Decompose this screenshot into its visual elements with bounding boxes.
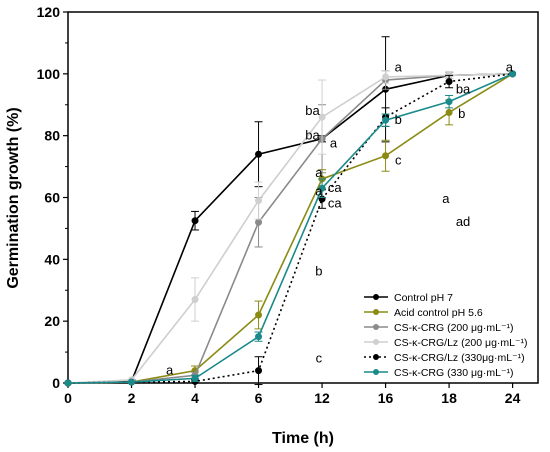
significance-label: ad: [456, 214, 470, 229]
significance-label: c: [395, 152, 402, 167]
significance-label: a: [506, 60, 514, 75]
y-tick-label: 40: [44, 251, 60, 267]
y-tick-label: 120: [37, 4, 61, 20]
legend-frame: [355, 286, 535, 378]
significance-label: ba: [305, 103, 320, 118]
x-tick-label: 24: [505, 390, 521, 406]
y-tick-label: 100: [37, 66, 61, 82]
data-point: [255, 333, 263, 341]
data-point: [318, 113, 326, 121]
series-line: [67, 73, 513, 384]
data-point: [255, 311, 263, 319]
significance-label: a: [315, 165, 323, 180]
data-point: [128, 378, 136, 386]
significance-label: b: [315, 264, 322, 279]
significance-label: ba: [456, 81, 471, 96]
significance-label: ba: [305, 128, 320, 143]
data-point: [191, 296, 199, 304]
x-tick-label: 16: [378, 390, 394, 406]
annotations-layer: aabcaadccbabaaacacaabcbaba: [166, 60, 514, 380]
data-point: [509, 70, 517, 78]
data-point: [445, 78, 453, 86]
y-tick-label: 0: [52, 375, 60, 391]
y-axis-title: Germination growth (%): [5, 107, 22, 288]
significance-label: b: [395, 112, 402, 127]
data-point: [64, 379, 72, 387]
y-tick-label: 20: [44, 313, 60, 329]
significance-label: a: [315, 183, 323, 198]
legend: Control pH 7 Acid control pH 5.6 CS-κ-CRG …: [355, 286, 535, 379]
y-tick-label: 80: [44, 128, 60, 144]
legend-entry: Acid control pH 5.6: [394, 307, 483, 319]
legend-swatch-marker: [373, 309, 379, 315]
data-point: [255, 150, 263, 158]
y-tick-label: 60: [44, 190, 60, 206]
data-point: [445, 108, 453, 116]
significance-label: b: [458, 106, 465, 121]
legend-swatch-marker: [373, 294, 379, 300]
legend-entry: CS-κ-CRG/Lz (330μg·mL⁻¹): [394, 352, 525, 364]
x-tick-label: 0: [64, 390, 72, 406]
significance-label: a: [442, 191, 450, 206]
data-point: [382, 152, 390, 160]
significance-label: a: [330, 135, 338, 150]
legend-swatch-marker: [373, 324, 379, 330]
series-line: [67, 73, 513, 384]
significance-label: ca: [328, 196, 343, 211]
data-point: [382, 73, 390, 81]
legend-entry: CS-κ-CRG/Lz (200 μg·mL⁻¹): [394, 337, 528, 349]
significance-label: ca: [328, 180, 343, 195]
legend-swatch-marker: [373, 354, 379, 360]
series-line: [67, 73, 513, 384]
x-tick-label: 18: [441, 390, 457, 406]
legend-entry: CS-κ-CRG (330 μg·mL⁻¹): [394, 367, 514, 379]
x-tick-label: 4: [191, 390, 199, 406]
series-5: [64, 70, 517, 387]
x-axis-title: Time (h): [272, 430, 334, 447]
legend-swatch-marker: [373, 369, 379, 375]
data-point: [255, 218, 263, 226]
data-point: [445, 98, 453, 106]
significance-label: a: [395, 60, 403, 75]
data-point: [255, 367, 263, 375]
series-layer: [64, 36, 517, 387]
legend-entry: CS-κ-CRG (200 μg·mL⁻¹): [394, 322, 514, 334]
data-point: [382, 116, 390, 124]
x-tick-label: 2: [128, 390, 136, 406]
x-tick-label: 6: [255, 390, 263, 406]
data-point: [191, 374, 199, 382]
significance-label: c: [316, 350, 323, 365]
significance-label: a: [166, 363, 174, 378]
data-point: [191, 217, 199, 225]
data-point: [255, 197, 263, 205]
legend-swatch-marker: [373, 339, 379, 345]
legend-entry: Control pH 7: [394, 292, 453, 304]
data-point: [318, 184, 326, 192]
x-tick-label: 12: [314, 390, 330, 406]
